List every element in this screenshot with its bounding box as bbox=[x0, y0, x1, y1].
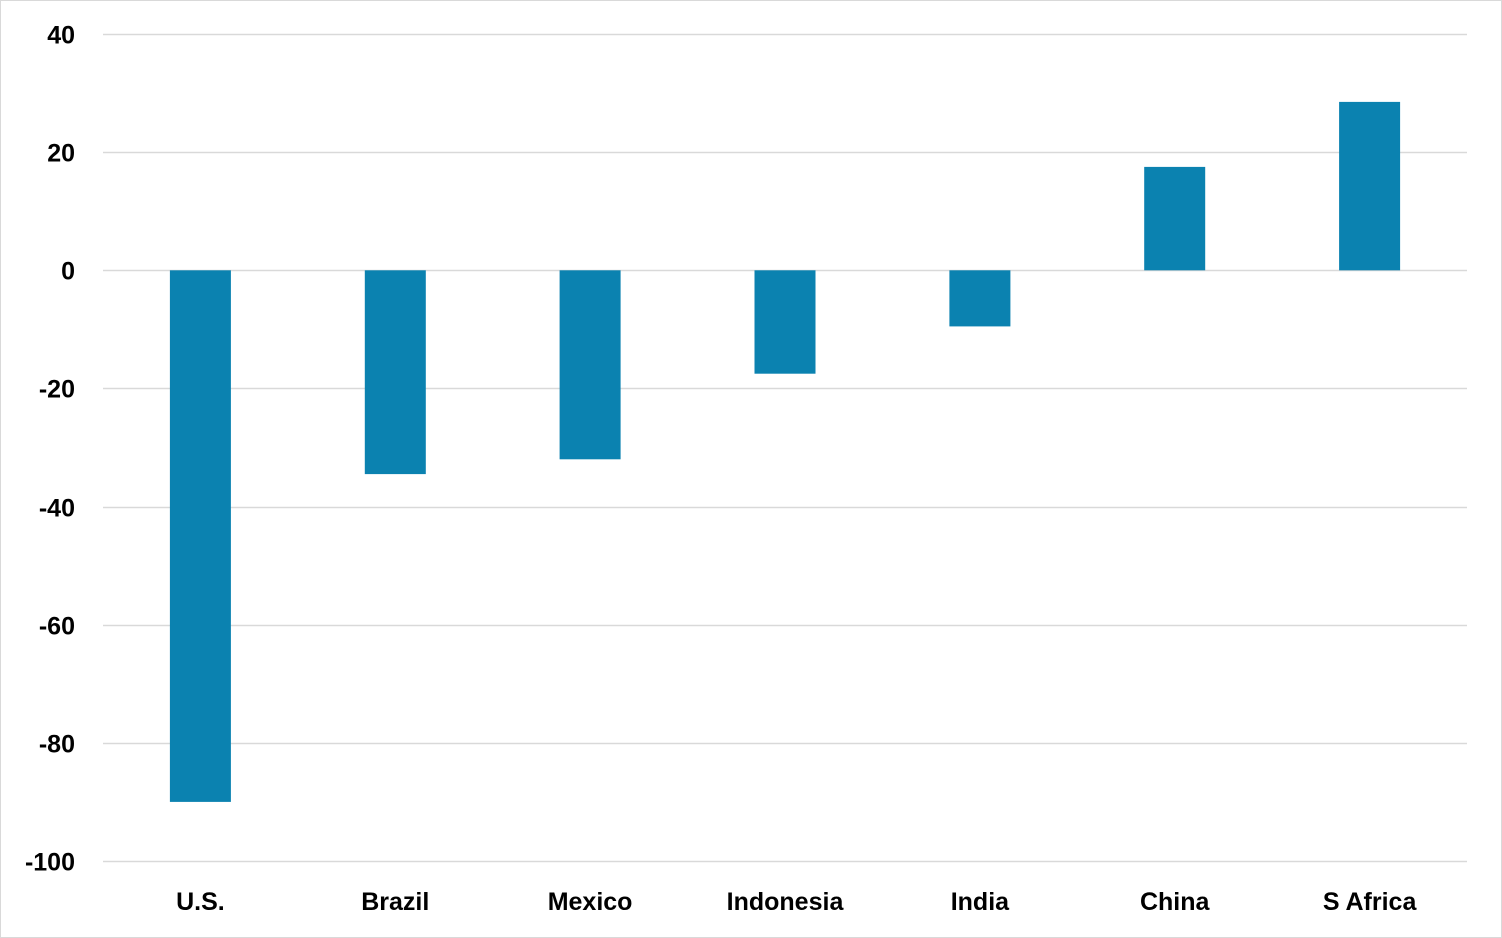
x-tick-label: Indonesia bbox=[727, 888, 845, 916]
bar-u-s bbox=[169, 270, 231, 802]
y-tick-label: 0 bbox=[61, 258, 75, 286]
y-tick-label: -20 bbox=[39, 376, 75, 404]
x-tick-label: Mexico bbox=[548, 888, 633, 916]
x-tick-label: Brazil bbox=[361, 888, 429, 916]
x-tick-label: S Africa bbox=[1323, 888, 1418, 916]
y-tick-label: -80 bbox=[39, 731, 75, 759]
bar-indonesia bbox=[754, 270, 816, 374]
y-tick-label: -60 bbox=[39, 613, 75, 641]
y-tick-label: -100 bbox=[25, 849, 75, 877]
x-tick-label: U.S. bbox=[176, 888, 225, 916]
bar-china bbox=[1144, 166, 1206, 271]
x-axis-ticks: U.S. Brazil Mexico Indonesia India China S Afr… bbox=[176, 888, 1417, 916]
x-tick-label: India bbox=[951, 888, 1010, 916]
x-tick-label: China bbox=[1140, 888, 1211, 916]
bar-india bbox=[949, 270, 1011, 327]
y-tick-label: -40 bbox=[39, 495, 75, 523]
y-axis-ticks: 40 20 0 -20 -40 -60 -80 -100 bbox=[25, 22, 75, 877]
bars bbox=[169, 101, 1401, 802]
gridlines bbox=[103, 33, 1467, 863]
bar-mexico bbox=[559, 270, 621, 460]
bar-s-africa bbox=[1339, 101, 1401, 271]
bar-brazil bbox=[364, 270, 426, 475]
y-tick-label: 20 bbox=[47, 140, 75, 168]
y-tick-label: 40 bbox=[47, 22, 75, 50]
